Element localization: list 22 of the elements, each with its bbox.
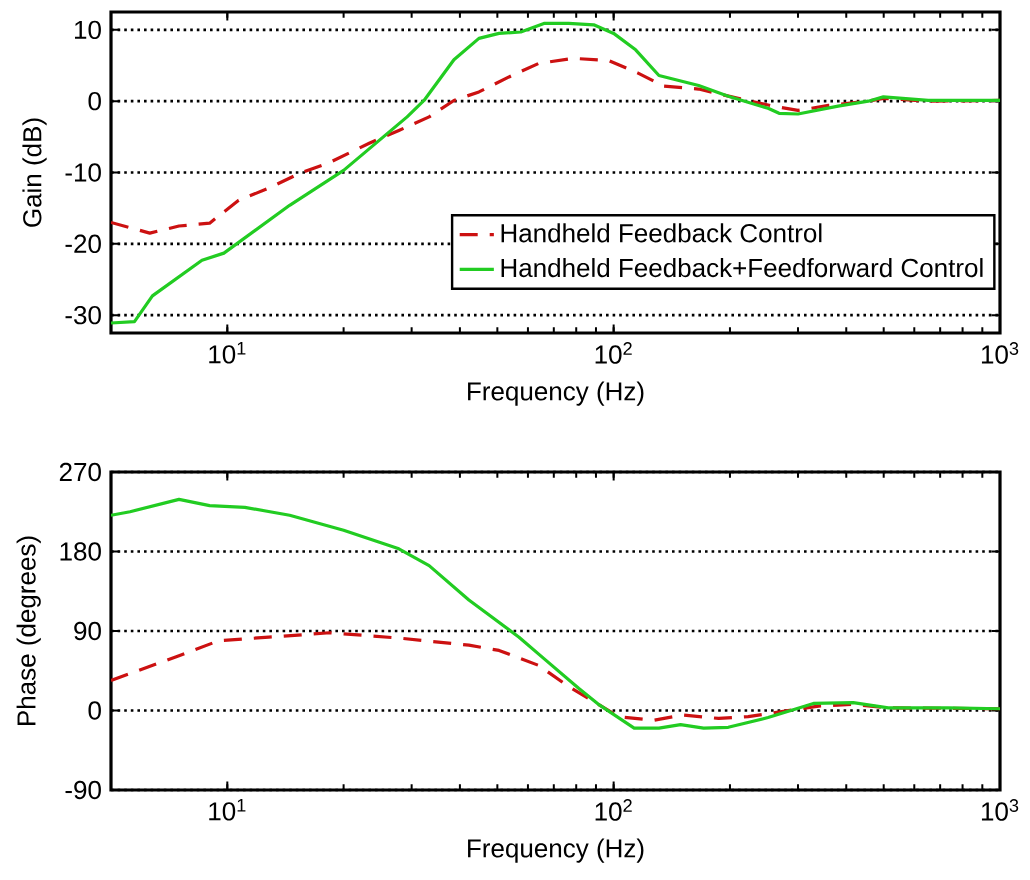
y-tick-label: -90	[65, 780, 101, 800]
y-tick-label: -10	[65, 163, 101, 182]
y-tick-label: 90	[74, 621, 101, 641]
y-tick-label: 180	[60, 542, 101, 561]
y-tick-label: -20	[65, 234, 101, 254]
x-axis-title: Frequency (Hz)	[468, 838, 644, 863]
y-axis-title: Gain (dB)	[22, 118, 47, 227]
y-tick-label: 270	[59, 462, 101, 482]
x-tick-label: 10$^{2}$	[595, 342, 632, 364]
legend-label: Handheld Feedback+Feedforward Control	[501, 258, 983, 278]
legend-label: Handheld Feedback Control	[501, 223, 822, 243]
x-tick-label: 10$^{3}$	[981, 342, 1019, 364]
y-tick-label: 10	[74, 20, 101, 40]
y-tick-label: 0	[88, 91, 101, 111]
x-tick-label: 10$^{3}$	[981, 799, 1019, 821]
y-tick-label: 0	[88, 701, 101, 720]
x-axis-title: Frequency (Hz)	[468, 381, 644, 406]
y-tick-label: -30	[65, 305, 101, 325]
x-tick-label: 10$^{1}$	[209, 342, 246, 364]
x-tick-label: 10$^{2}$	[595, 799, 632, 821]
y-axis-title: Phase (degrees)	[16, 536, 41, 725]
x-tick-label: 10$^{1}$	[209, 799, 246, 821]
